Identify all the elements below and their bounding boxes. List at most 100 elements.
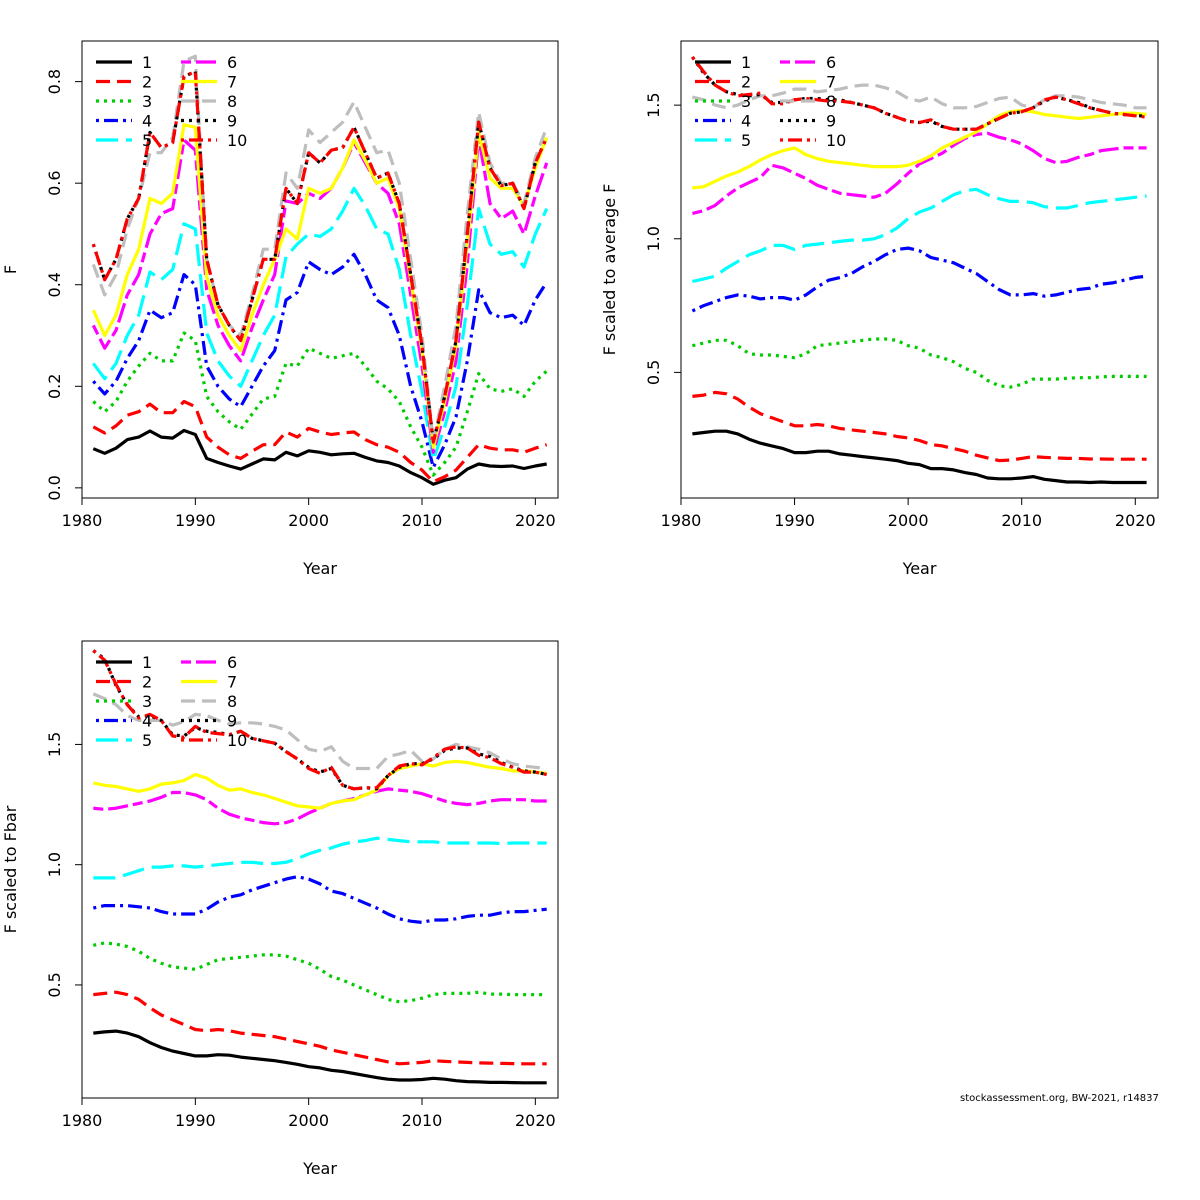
series-line-5 [93,836,547,880]
legend-label-9: 9 [227,112,237,131]
legend-label-5: 5 [741,131,751,150]
series-line-3 [692,337,1147,389]
x-tick-label: 2000 [288,1111,329,1130]
y-tick-label: 0.4 [45,272,64,297]
x-tick-label: 1980 [62,511,103,530]
series-line-7 [92,759,547,810]
series-line-1 [692,429,1147,485]
y-axis-title: F [1,265,20,274]
series-line-2 [692,390,1147,463]
series-line-4 [691,246,1147,313]
x-tick-label: 2010 [402,511,443,530]
legend-label-10: 10 [227,731,247,750]
legend-label-3: 3 [741,92,751,111]
series-line-1 [92,428,547,486]
chart-panel-2: 1980 1990 2000 2010 2020 0.5 1.0 1.5 Year F scale… [600,40,1159,578]
legend-label-5: 5 [142,131,152,150]
y-tick-label: 0.2 [45,374,64,399]
x-axis-title: Year [302,559,337,578]
legend-label-7: 7 [826,73,836,92]
legend-label-1: 1 [142,53,152,72]
series-line-10 [691,56,1147,131]
y-tick-label: 1.0 [644,226,663,251]
series-group [691,56,1147,485]
legend-label-1: 1 [741,53,751,72]
legend-label-4: 4 [142,112,152,131]
y-tick-label: 0.5 [644,360,663,385]
legend-label-3: 3 [142,92,152,111]
series-line-1 [93,1029,547,1085]
legend-label-6: 6 [227,653,237,672]
series-line-2 [92,399,548,484]
y-tick-label: 0.0 [45,475,64,500]
legend-label-2: 2 [741,73,751,92]
plot-frame [81,640,559,1099]
y-axis-title: F scaled to average F [600,184,619,356]
legend-label-7: 7 [227,673,237,692]
legend-label-4: 4 [741,112,751,131]
legend-label-10: 10 [227,131,247,150]
series-line-3 [92,331,548,477]
legend-label-10: 10 [826,131,846,150]
y-axis-title: F scaled to Fbar [1,805,20,933]
series-line-2 [93,990,547,1066]
plot-frame [81,40,559,499]
legend-label-9: 9 [826,112,836,131]
series-line-4 [92,875,547,925]
footer-credit: stockassessment.org, BW-2021, r14837 [960,1093,1159,1104]
legend-label-5: 5 [142,731,152,750]
y-tick-label: 1.5 [45,732,64,757]
legend-label-3: 3 [142,692,152,711]
x-tick-label: 1990 [175,511,216,530]
legend-label-6: 6 [227,53,237,72]
series-line-9 [92,649,548,791]
series-line-4 [92,252,549,470]
x-tick-label: 2000 [888,511,929,530]
chart-panel-3: 1980 1990 2000 2010 2020 0.5 1.0 1.5 Year F scale… [1,640,559,1178]
x-axis-title: Year [902,559,937,578]
x-tick-label: 2010 [402,1111,443,1130]
x-tick-label: 1980 [661,511,702,530]
legend-label-6: 6 [826,53,836,72]
chart-panel-1: 1980 1990 2000 2010 2020 0.0 0.2 0.4 0.6 0.8 Year F… [1,40,559,578]
x-tick-label: 2000 [288,511,329,530]
legend-label-8: 8 [826,92,836,111]
series-line-8 [91,54,549,444]
plot-frame [680,40,1159,499]
legend-label-1: 1 [142,653,152,672]
series-line-7 [692,108,1147,190]
series-line-8 [92,692,547,771]
legend-label-9: 9 [227,712,237,731]
series-line-6 [692,131,1147,215]
series-line-7 [91,123,549,449]
x-axis-title: Year [302,1159,337,1178]
x-tick-label: 2020 [515,1111,556,1130]
series-group [91,54,549,486]
series-line-5 [92,186,549,462]
y-tick-label: 0.8 [45,69,64,94]
x-tick-label: 1990 [774,511,815,530]
y-tick-label: 1.0 [45,852,64,877]
y-tick-label: 0.6 [45,170,64,195]
series-group [92,649,548,1085]
series-line-3 [92,941,547,1004]
legend-label-2: 2 [142,73,152,92]
y-tick-label: 1.5 [644,92,663,117]
y-tick-label: 0.5 [45,972,64,997]
legend-label-2: 2 [142,673,152,692]
series-line-5 [692,187,1147,284]
x-tick-label: 2020 [515,511,556,530]
legend-label-4: 4 [142,712,152,731]
legend-label-7: 7 [227,73,237,92]
legend-label-8: 8 [227,92,237,111]
series-line-8 [692,83,1147,110]
series-line-10 [91,69,549,444]
legend-label-8: 8 [227,692,237,711]
series-line-10 [92,649,548,791]
x-tick-label: 2010 [1001,511,1042,530]
x-tick-label: 1980 [62,1111,103,1130]
